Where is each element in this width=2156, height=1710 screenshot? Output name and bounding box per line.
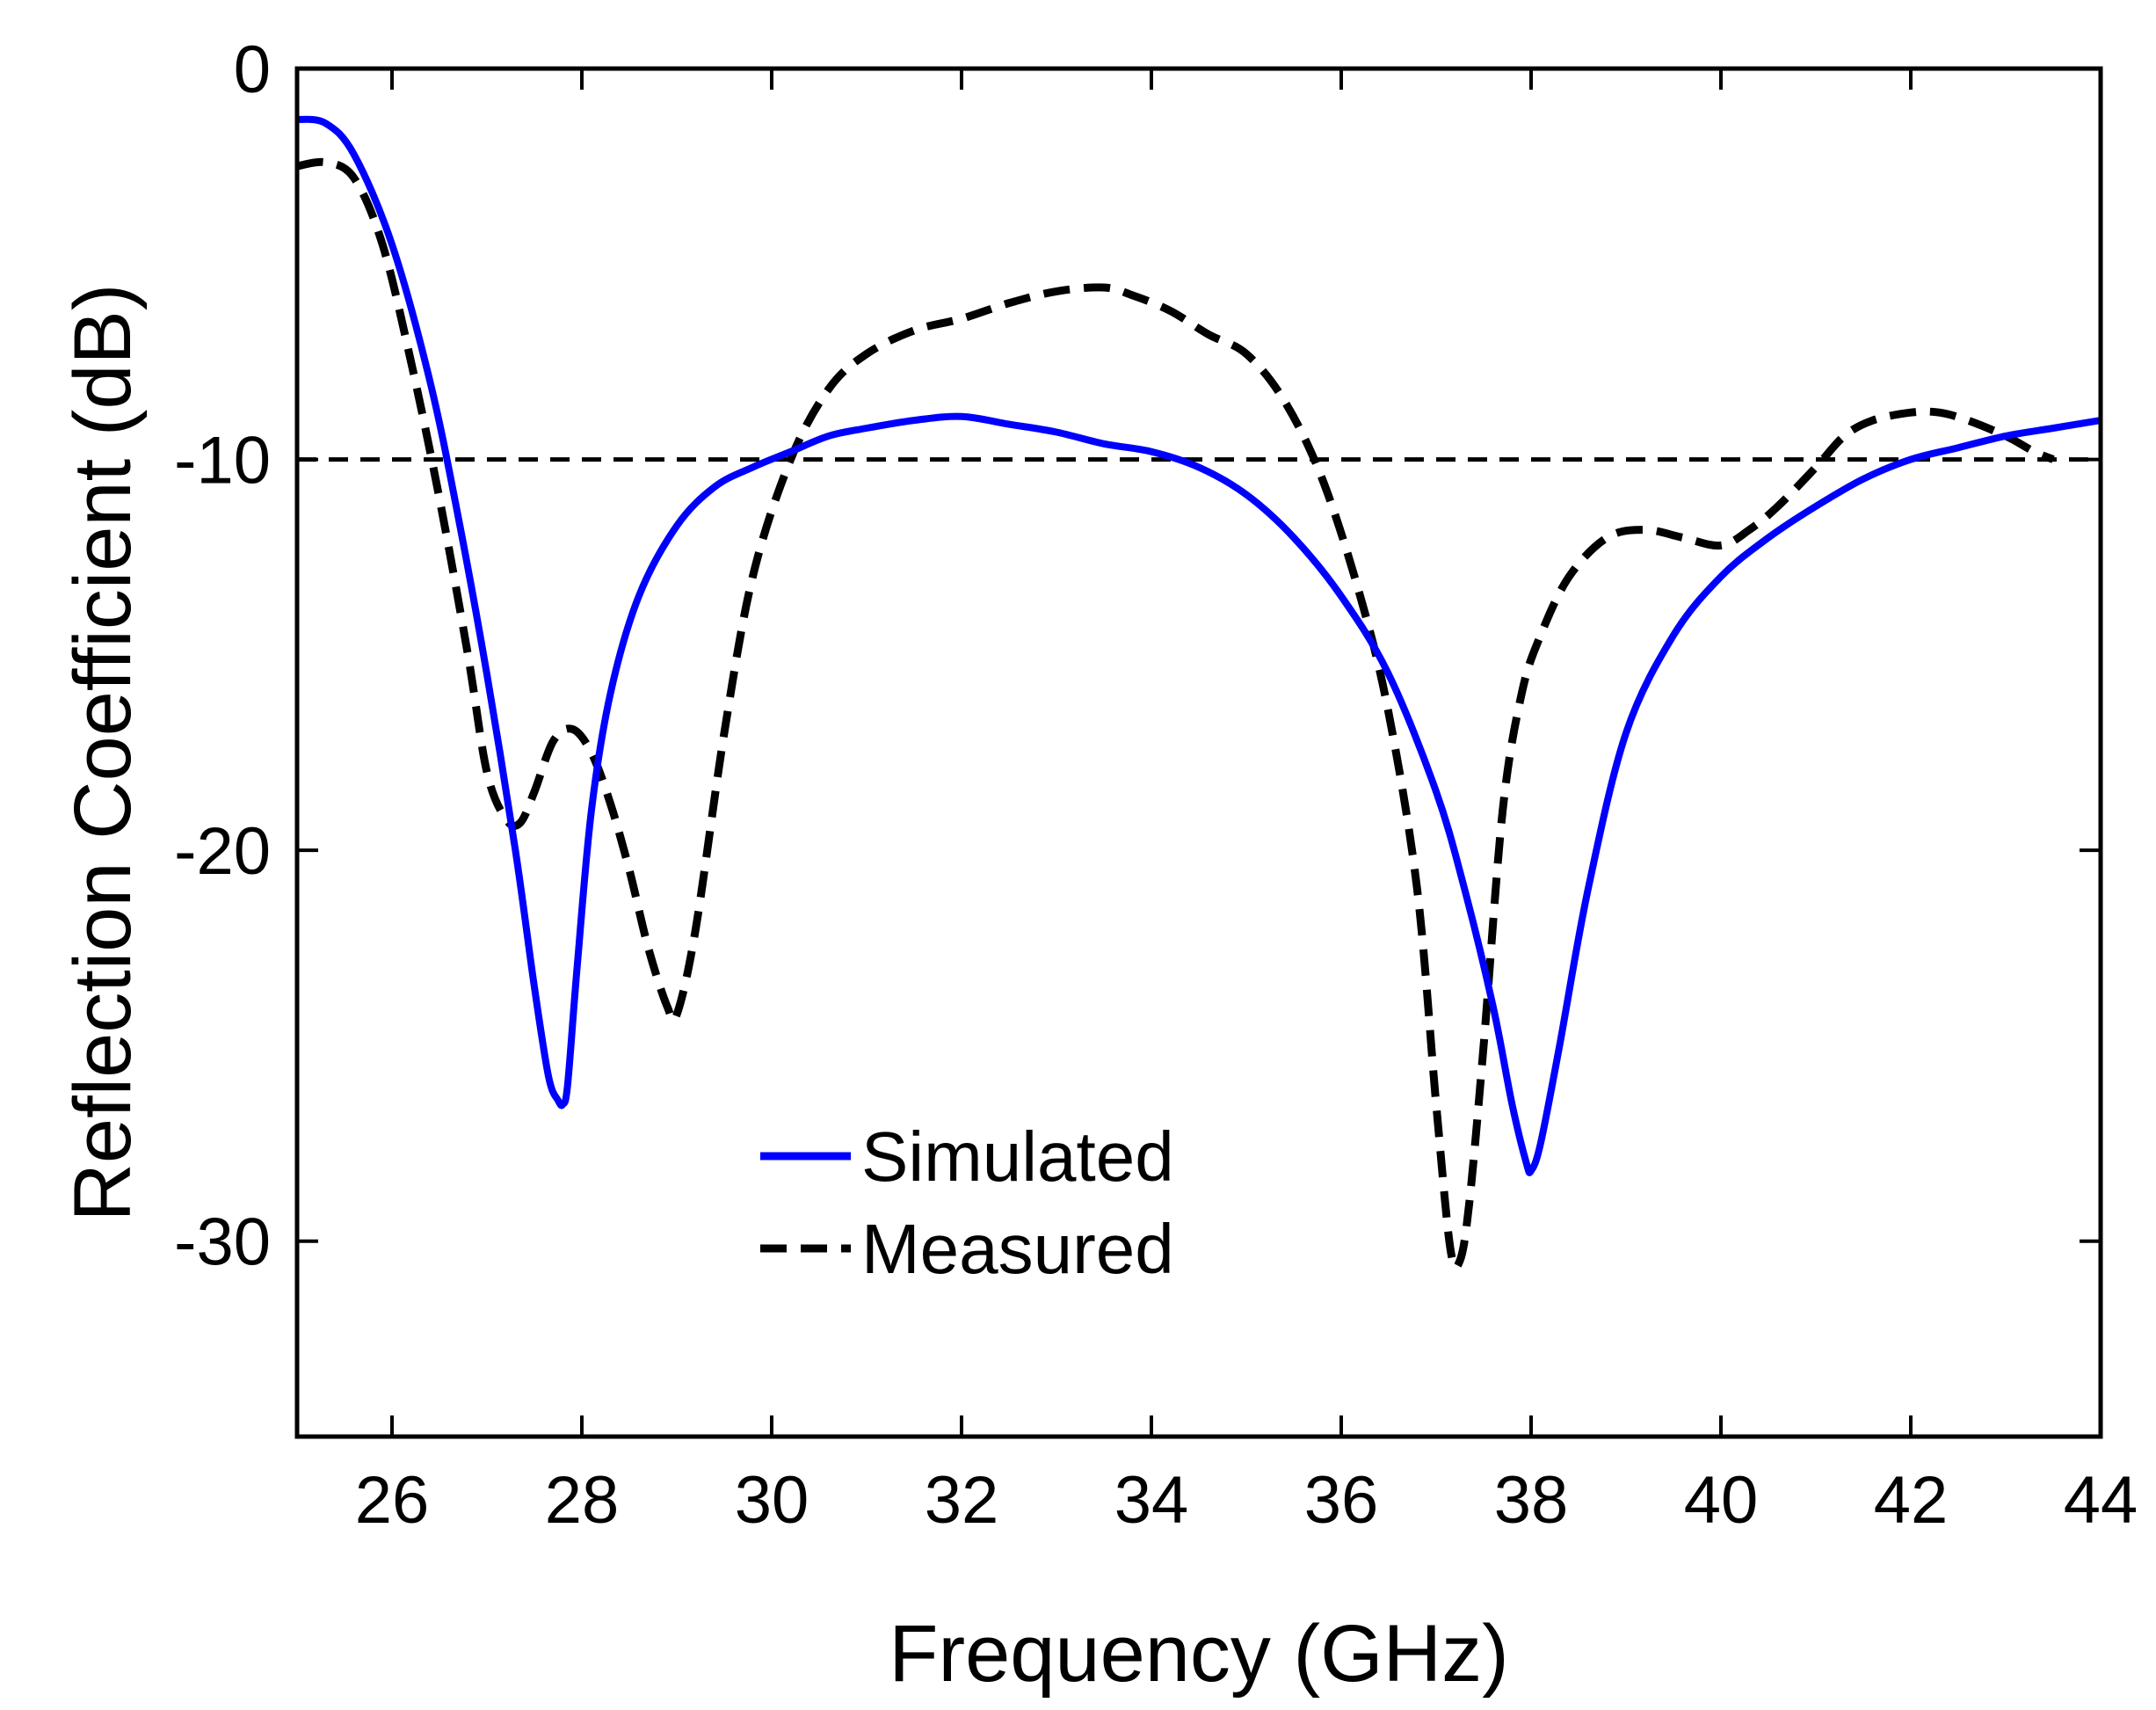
y-tick-label: 0: [234, 33, 271, 107]
legend-label-measured: Measured: [861, 1210, 1174, 1288]
y-tick-label: -20: [174, 814, 271, 889]
legend: Simulated Measured: [760, 1117, 1174, 1288]
y-tick-label: -30: [174, 1205, 271, 1280]
x-axis-label: Frequency (GHz): [889, 1609, 1509, 1699]
x-tick-label: 40: [1684, 1463, 1759, 1538]
x-tick-label: 34: [1114, 1463, 1189, 1538]
legend-label-simulated: Simulated: [861, 1117, 1174, 1196]
y-tick-label: -10: [174, 424, 271, 498]
x-tick-label: 30: [735, 1463, 809, 1538]
x-tick-label: 32: [925, 1463, 999, 1538]
x-tick-label: 26: [355, 1463, 430, 1538]
series-line-measured: [297, 157, 2055, 1272]
plot-frame: [294, 66, 2103, 1439]
x-tick-label: 38: [1494, 1463, 1569, 1538]
x-tick-label: 42: [1874, 1463, 1949, 1538]
y-axis-label: Reflection Coefficient (dB): [58, 283, 148, 1221]
x-tick-label: 44: [2064, 1463, 2138, 1538]
x-tick-label: 28: [545, 1463, 620, 1538]
series-line-simulated: [297, 115, 2101, 1176]
x-tick-label: 36: [1304, 1463, 1379, 1538]
